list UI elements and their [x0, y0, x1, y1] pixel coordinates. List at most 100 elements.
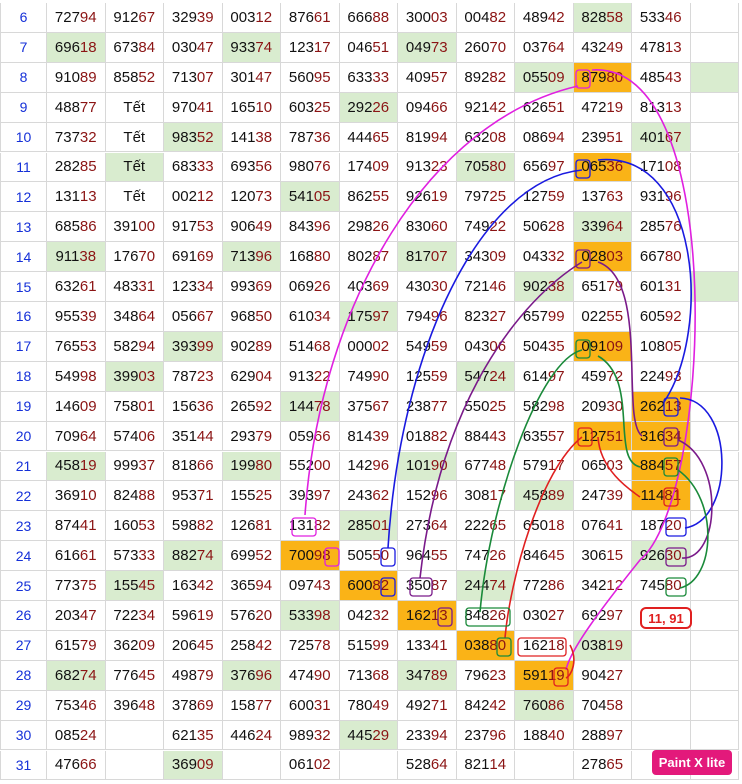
cell: 091 09	[573, 331, 632, 362]
digits-head: 258	[230, 636, 256, 654]
digits-tail: 94	[138, 337, 156, 355]
digits-head: 293	[230, 427, 256, 445]
cell: 224 93	[632, 361, 691, 392]
digits-head: 403	[347, 278, 373, 296]
digits-tail: 82	[313, 517, 331, 535]
row-number: 28	[0, 660, 47, 691]
digits-head: 955	[54, 307, 80, 325]
digits-tail: 26	[489, 606, 507, 624]
digits-tail: 08	[489, 128, 507, 146]
digits-head: 677	[464, 457, 490, 475]
digits-head: 910	[54, 68, 80, 86]
cell: 339 64	[573, 212, 632, 243]
digits-tail: 27	[547, 606, 565, 624]
digits-head: 683	[171, 158, 197, 176]
digits-tail: 23	[196, 367, 214, 385]
digits-tail: 63	[606, 188, 624, 206]
digits-head: 342	[581, 577, 607, 595]
digits-tail: 70	[489, 38, 507, 56]
cell: 842 42	[456, 690, 515, 721]
digits-tail: 39	[196, 8, 214, 26]
digits-head: 911	[55, 248, 80, 266]
digits-tail: 96	[255, 248, 273, 266]
cell: 601 31	[632, 272, 691, 302]
digits-tail: 45	[138, 666, 156, 684]
cell: 787 36	[281, 122, 340, 153]
row-number: 20	[0, 421, 47, 452]
cell: 862 55	[339, 182, 398, 213]
digits-head: 168	[288, 248, 314, 266]
cell: 265 92	[222, 391, 281, 422]
digits-tail: 27	[489, 307, 507, 325]
digits-head: 086	[522, 128, 548, 146]
cell: 704 58	[573, 690, 632, 721]
digits-head: 409	[405, 68, 431, 86]
cell: 498 79	[164, 660, 223, 691]
cell: 709 64	[47, 421, 106, 452]
digits-head: 076	[581, 517, 607, 535]
cell: 797 25	[456, 182, 515, 213]
cell	[690, 421, 739, 452]
cell: 772 86	[515, 571, 574, 601]
digits-head: 615	[54, 636, 80, 654]
digits-tail: 59	[430, 367, 448, 385]
digits-head: 061	[288, 756, 314, 774]
cell: 485 43	[632, 62, 691, 93]
cell: 069 26	[281, 272, 340, 302]
cell: 206 45	[164, 630, 223, 661]
cell: 913 22	[281, 361, 340, 392]
digits-head: 993	[230, 278, 256, 296]
digits-head: 156	[171, 397, 197, 415]
row-number: 24	[0, 541, 47, 572]
cell: 375 67	[339, 391, 398, 422]
cell	[632, 660, 691, 691]
cell: 396 48	[105, 690, 164, 721]
digits-tail: 80	[606, 68, 624, 86]
digits-tail: 80	[313, 248, 331, 266]
digits-tail: 94	[547, 128, 565, 146]
digits-head: 043	[522, 248, 548, 266]
digits-tail: 84	[138, 38, 156, 56]
digits-tail: 89	[430, 666, 448, 684]
digits-tail: 48	[138, 696, 156, 714]
digits-head: 802	[347, 248, 373, 266]
digits-tail: 31	[664, 278, 682, 296]
cell: 514 68	[281, 331, 340, 362]
digits-tail: 82	[489, 8, 507, 26]
digits-tail: 19	[606, 98, 624, 116]
digits-tail: 78	[313, 397, 331, 415]
digits-tail: 74	[489, 577, 507, 595]
cell: 765 53	[47, 331, 106, 362]
digits-tail: 94	[255, 577, 273, 595]
cell: 293 79	[222, 421, 281, 452]
digits-head: 002	[171, 188, 197, 206]
digits-tail: 86	[547, 696, 565, 714]
cell: 446 24	[222, 720, 281, 751]
cell: 061 02	[281, 750, 340, 781]
digits-head: 155	[230, 487, 256, 505]
digits-tail: 80	[489, 636, 507, 654]
magenta-link	[304, 69, 696, 671]
cell: 238 77	[398, 391, 457, 422]
digits-tail: 19	[430, 188, 448, 206]
cell: 094 66	[398, 92, 457, 123]
digit-boxes	[291, 69, 687, 687]
digits-tail: 25	[489, 188, 507, 206]
digits-tail: 73	[430, 38, 448, 56]
cell: 882 74	[164, 541, 223, 572]
cell: 282 85	[47, 152, 106, 183]
digits-head: 682	[54, 666, 80, 684]
digits-tail: 90	[313, 666, 331, 684]
cell: 046 51	[339, 32, 398, 63]
digits-tail: 90	[372, 367, 390, 385]
digits-tail: 32	[79, 128, 97, 146]
cell	[690, 152, 739, 183]
cell: 725 78	[281, 630, 340, 661]
cell: 292 26	[339, 92, 398, 123]
digits-head: 780	[347, 696, 373, 714]
digits-tail: 57	[547, 427, 565, 445]
digits-tail: 89	[79, 68, 97, 86]
digits-head: 300	[405, 8, 431, 26]
digits-head: 913	[288, 367, 314, 385]
cell: 055 09	[515, 62, 574, 93]
